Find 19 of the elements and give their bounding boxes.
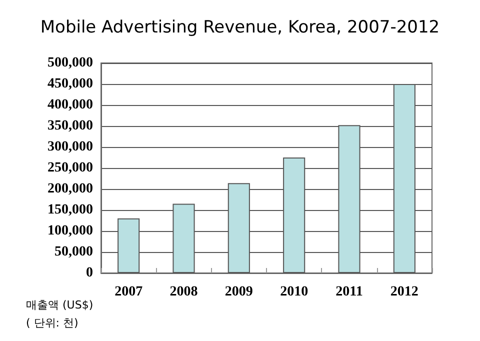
- x-tick-label: 2009: [224, 284, 253, 300]
- y-tick-label: 50,000: [54, 244, 93, 260]
- y-tick-label: 350,000: [48, 118, 93, 134]
- chart-title: Mobile Advertising Revenue, Korea, 2007-2012: [40, 18, 440, 38]
- y-tick-label: 300,000: [48, 140, 93, 154]
- x-tick-label: 2012: [390, 284, 418, 300]
- y-axis-title: 매출액 (US$) ( 단위: 천): [26, 298, 94, 330]
- y-tick-label: 200,000: [48, 182, 93, 196]
- y-tick-label: 0: [86, 266, 93, 280]
- x-tick-label: 2010: [280, 284, 308, 300]
- y-tick-label: 450,000: [48, 76, 93, 92]
- x-tick-label: 2011: [336, 284, 363, 300]
- y-tick-label: 100,000: [48, 224, 93, 238]
- x-tick-label: 2008: [170, 284, 198, 300]
- y-tick-label: 250,000: [48, 160, 93, 176]
- y-tick-label: 150,000: [48, 202, 93, 218]
- y-tick-label: 400,000: [48, 98, 93, 112]
- y-tick-label: 500,000: [48, 56, 93, 70]
- x-tick-label: 2007: [114, 284, 143, 300]
